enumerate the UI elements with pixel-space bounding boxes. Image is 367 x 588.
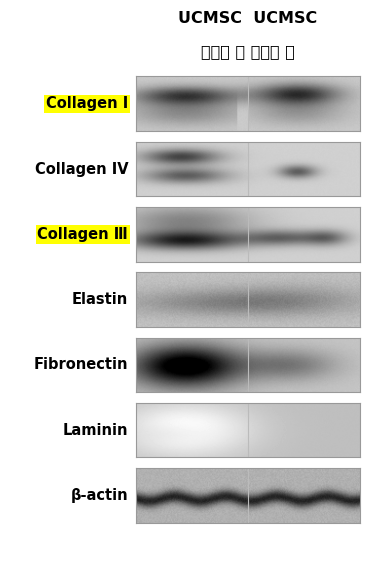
Text: Collagen Ⅰ: Collagen Ⅰ [46,96,128,111]
Text: β-actin: β-actin [70,488,128,503]
Text: UCMSC  UCMSC: UCMSC UCMSC [178,11,317,26]
Text: Elastin: Elastin [72,292,128,307]
Text: Collagen IV: Collagen IV [34,162,128,176]
Text: 탈세포 전 탈세포 후: 탈세포 전 탈세포 후 [201,44,295,59]
Text: Fibronectin: Fibronectin [34,358,128,372]
Text: Collagen Ⅲ: Collagen Ⅲ [37,227,128,242]
Text: Laminin: Laminin [63,423,128,437]
